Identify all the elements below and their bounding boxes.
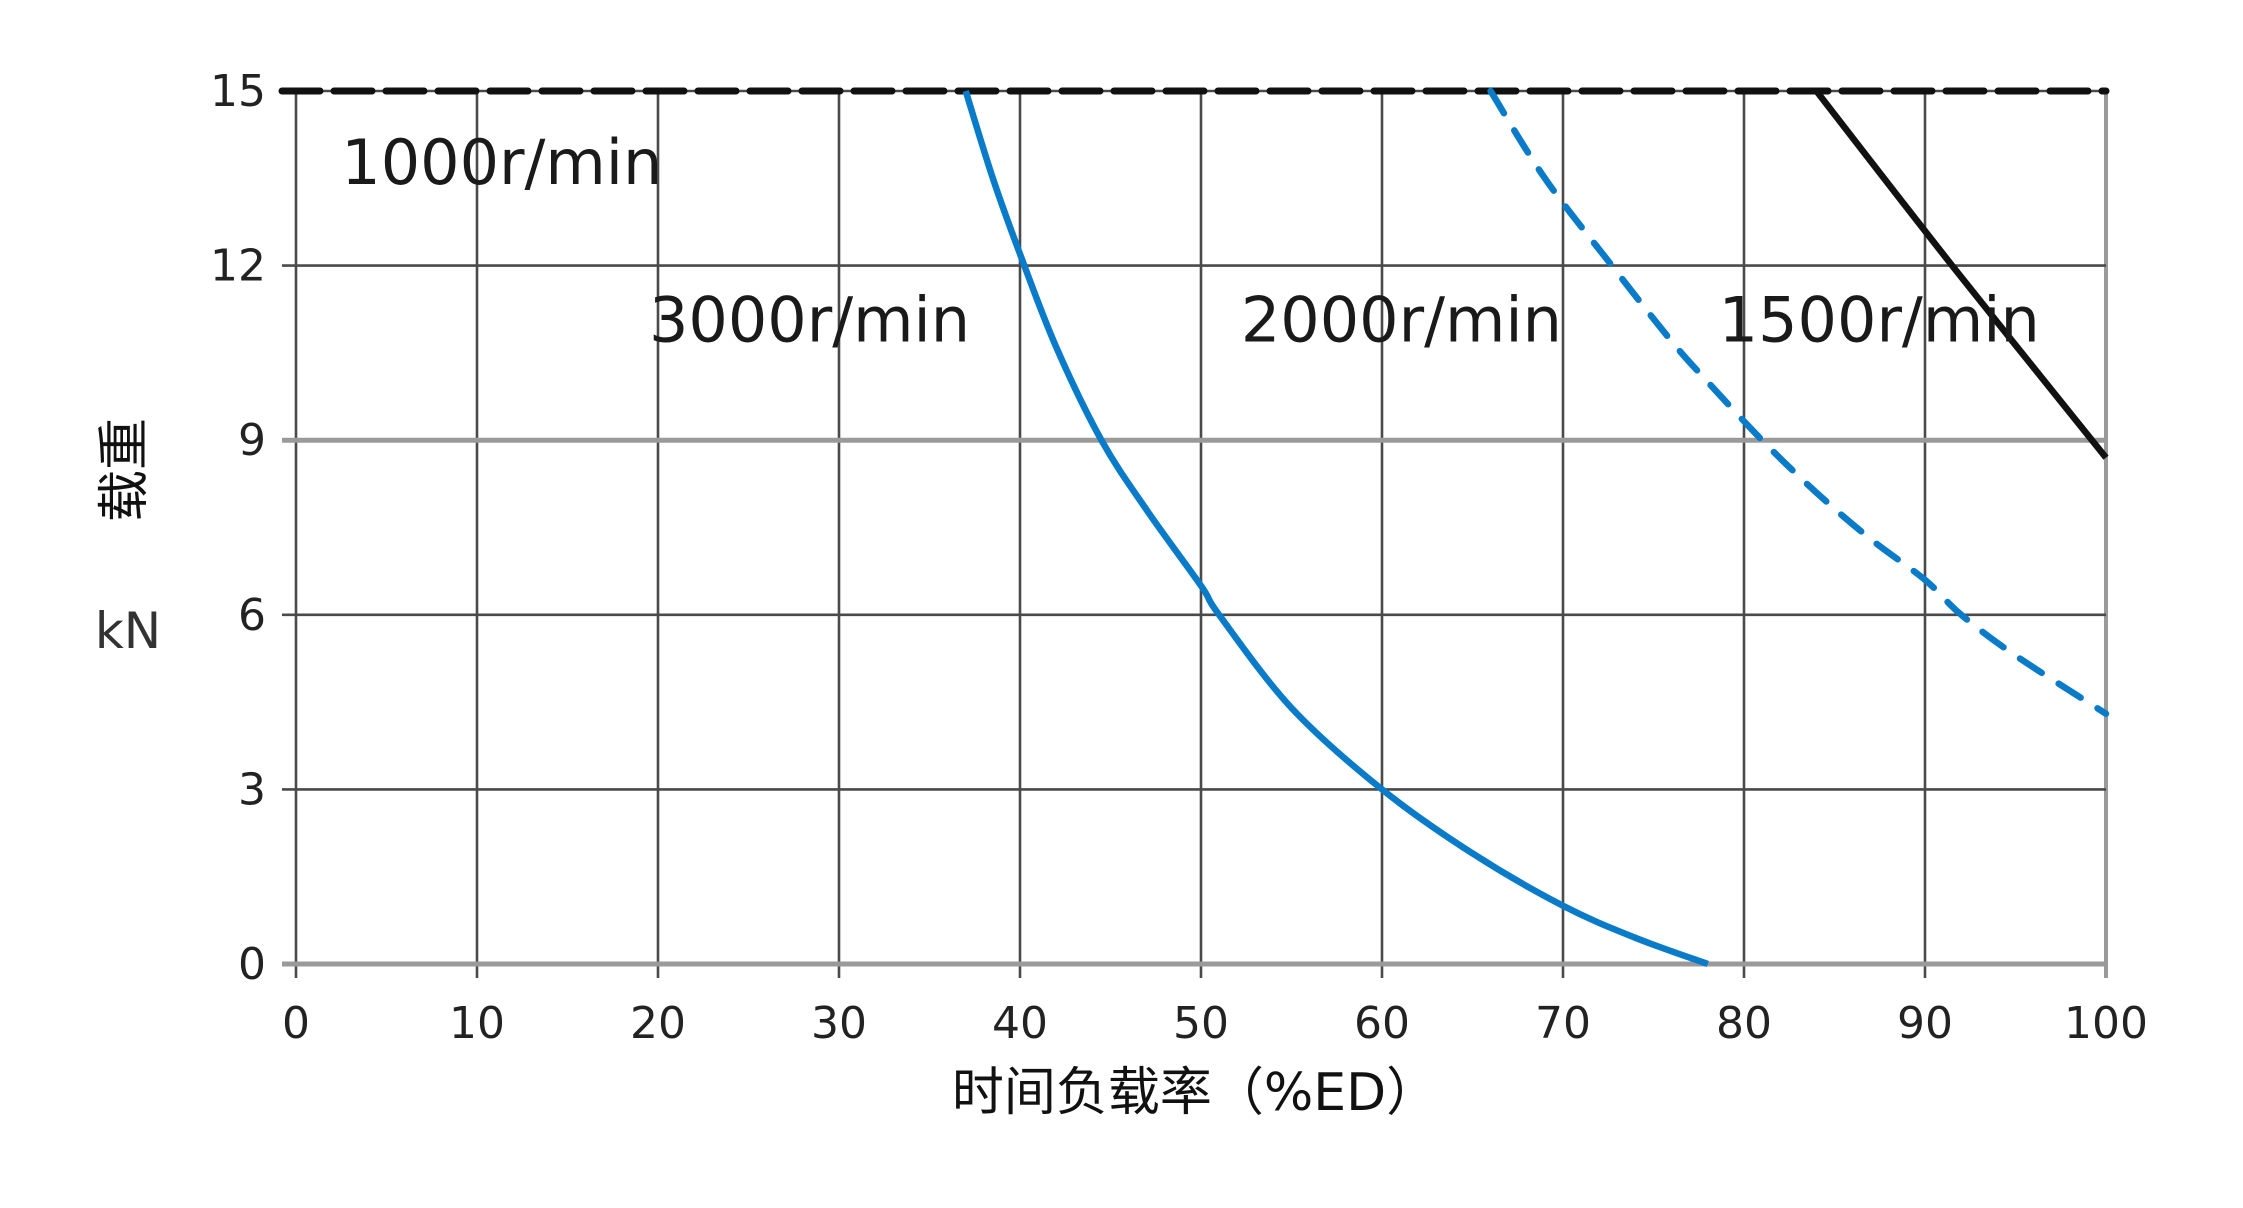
y-tick-label: 9 [238,415,266,466]
series-line-3000r-min [962,90,1709,968]
y-axis-ticks: 0 3 6 9 12 15 [210,66,266,990]
series-lines [278,87,2110,968]
x-tick-label: 50 [1173,998,1229,1049]
x-tick-label: 10 [449,998,505,1049]
series-line-1500r-min [1813,89,2109,460]
series-label: 2000r/min [1241,283,1562,356]
y-axis-unit: kN [95,602,161,660]
series-line-2000r-min [1487,87,2110,717]
series-label: 1500r/min [1719,283,2040,356]
x-axis-ticks: 0 10 20 30 40 50 60 70 80 90 100 [282,998,2148,1049]
series-label: 1000r/min [341,126,662,199]
grid [282,89,2108,978]
series-label: 3000r/min [649,283,970,356]
x-tick-label: 90 [1897,998,1953,1049]
x-tick-label: 30 [811,998,867,1049]
y-tick-label: 12 [210,241,266,292]
y-tick-label: 3 [238,764,266,815]
x-tick-label: 20 [630,998,686,1049]
x-tick-label: 40 [992,998,1048,1049]
series-labels: 1000r/min 3000r/min 2000r/min 1500r/min [341,126,2040,356]
x-tick-label: 70 [1535,998,1591,1049]
x-tick-label: 60 [1354,998,1410,1049]
x-axis-title: 时间负载率（%ED） [952,1063,1438,1123]
y-tick-label: 0 [238,939,266,990]
x-tick-label: 80 [1716,998,1772,1049]
y-tick-label: 15 [210,66,266,117]
x-tick-label: 0 [282,998,310,1049]
y-tick-label: 6 [238,590,266,641]
x-tick-label: 100 [2064,998,2148,1049]
y-axis-title: 载重 [95,418,155,522]
